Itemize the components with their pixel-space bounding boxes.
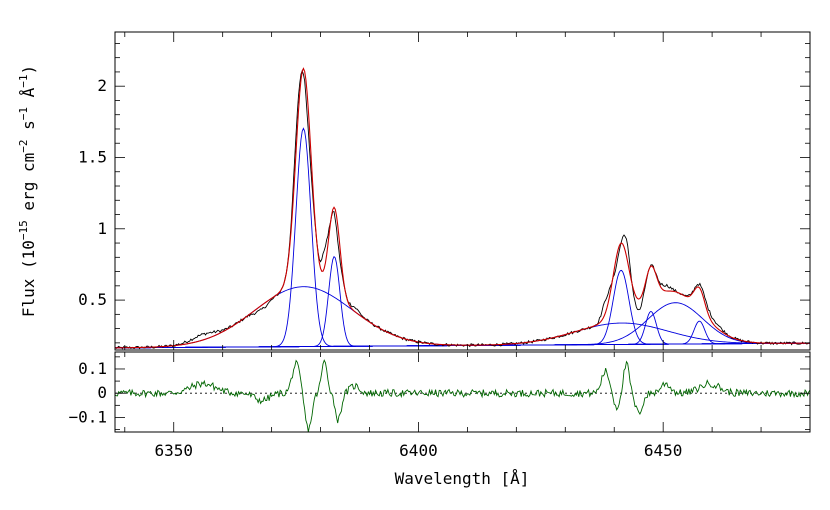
component-curve-2: [114, 255, 810, 349]
x-tick-label: 6450: [644, 441, 683, 460]
y-title-exp-1: −15: [17, 220, 30, 240]
x-tick-label: 6350: [154, 441, 193, 460]
bottom-axes-layer: 6350 6400 6450 −0.1 0 0.1: [68, 352, 811, 460]
y-title-mid-1: erg cm: [19, 153, 38, 220]
bottom-series-layer: [114, 359, 811, 433]
y-title-exp-4: −1: [17, 74, 30, 87]
y-title-mid-3: Å: [19, 87, 38, 107]
top-panel: 0.5 1 1.5 2: [78, 31, 811, 351]
bottom-y-tick-label: 0: [97, 383, 107, 402]
y-title-suffix: ): [19, 65, 38, 75]
component-curve-4: [114, 269, 810, 349]
y-title-mid-2: s: [19, 120, 38, 139]
x-tick-label: 6400: [399, 441, 438, 460]
y-title-exp-3: −1: [17, 107, 30, 120]
model-fit-line: [114, 67, 811, 349]
component-curve-1: [114, 127, 810, 349]
residual-line: [114, 359, 811, 433]
bottom-panel: 6350 6400 6450 −0.1 0 0.1: [68, 351, 811, 460]
top-axes-layer: 0.5 1 1.5 2: [78, 32, 811, 350]
top-panel-frame: [114, 31, 811, 351]
top-y-tick-label: 1: [97, 219, 107, 238]
top-y-tick-label: 2: [97, 76, 107, 95]
component-curve-6: [114, 302, 811, 349]
top-y-tick-label: 0.5: [78, 290, 107, 309]
bottom-panel-frame: [114, 351, 811, 433]
y-title-exp-2: −2: [17, 140, 30, 153]
y-axis-title: Flux (10−15 erg cm−2 s−1 Å−1): [17, 65, 38, 317]
x-axis-title: Wavelength [Å]: [395, 469, 530, 488]
bottom-y-tick-label: 0.1: [78, 359, 107, 378]
top-y-tick-label: 1.5: [78, 147, 107, 166]
top-series-layer: [114, 67, 811, 350]
y-title-prefix: Flux (10: [19, 240, 38, 317]
component-curve-3: [114, 286, 810, 349]
bottom-y-tick-label: −0.1: [68, 407, 107, 426]
component-curve-5: [114, 310, 810, 349]
